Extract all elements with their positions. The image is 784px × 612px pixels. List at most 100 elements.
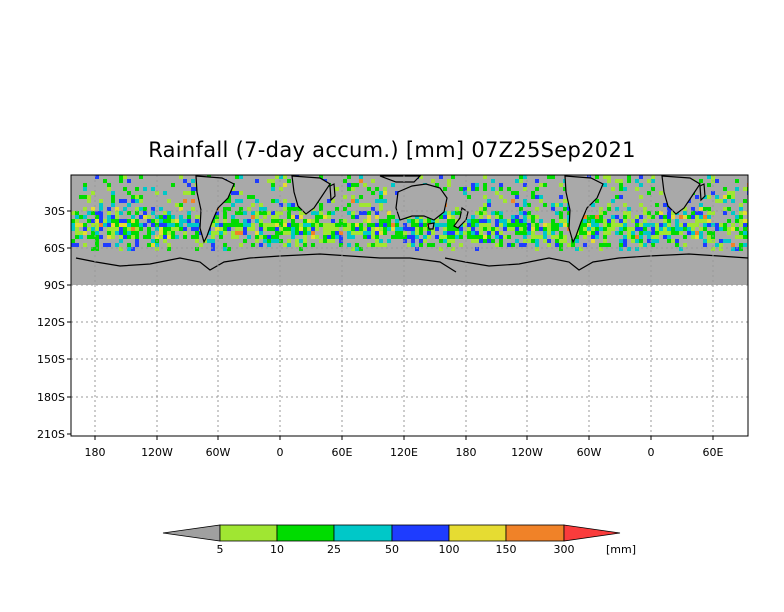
rain-cell xyxy=(619,219,623,223)
rain-cell xyxy=(119,219,123,223)
rain-cell xyxy=(627,211,631,215)
rain-cell xyxy=(579,247,583,251)
rain-cell xyxy=(139,207,143,211)
rain-cell xyxy=(167,219,171,223)
rain-cell xyxy=(307,231,311,235)
rain-cell xyxy=(239,191,243,195)
rain-cell xyxy=(559,183,563,187)
rain-cell xyxy=(743,223,747,227)
rain-cell xyxy=(711,211,715,215)
rain-cell xyxy=(207,239,211,243)
rain-cell xyxy=(187,191,191,195)
rain-cell xyxy=(123,231,127,235)
rain-cell xyxy=(559,243,563,247)
rain-cell xyxy=(727,227,731,231)
rain-cell xyxy=(199,243,203,247)
rain-cell xyxy=(171,235,175,239)
rain-cell xyxy=(143,235,147,239)
rain-cell xyxy=(415,231,419,235)
rain-cell xyxy=(367,231,371,235)
rain-cell xyxy=(443,239,447,243)
rain-cell xyxy=(711,191,715,195)
rain-cell xyxy=(95,223,99,227)
rain-cell xyxy=(271,199,275,203)
rain-cell xyxy=(627,235,631,239)
rain-cell xyxy=(379,231,383,235)
rain-cell xyxy=(447,219,451,223)
rain-cell xyxy=(415,247,419,251)
rain-cell xyxy=(687,223,691,227)
rain-cell xyxy=(651,243,655,247)
rain-cell xyxy=(259,243,263,247)
rain-cell xyxy=(663,203,667,207)
rain-cell xyxy=(295,243,299,247)
rain-cell xyxy=(719,227,723,231)
rain-cell xyxy=(611,227,615,231)
rain-cell xyxy=(483,227,487,231)
rain-cell xyxy=(435,219,439,223)
rain-cell xyxy=(263,215,267,219)
rain-cell xyxy=(499,187,503,191)
rain-cell xyxy=(595,235,599,239)
rain-cell xyxy=(315,215,319,219)
rain-cell xyxy=(379,199,383,203)
rain-cell xyxy=(95,175,99,179)
rain-cell xyxy=(459,187,463,191)
rain-cell xyxy=(359,195,363,199)
rain-cell xyxy=(439,235,443,239)
rain-cell xyxy=(479,235,483,239)
rain-cell xyxy=(603,243,607,247)
rain-cell xyxy=(735,227,739,231)
rain-cell xyxy=(367,187,371,191)
rain-cell xyxy=(271,211,275,215)
rain-cell xyxy=(195,215,199,219)
rain-cell xyxy=(175,227,179,231)
rain-cell xyxy=(607,243,611,247)
rain-cell xyxy=(623,219,627,223)
rain-cell xyxy=(91,219,95,223)
rain-cell xyxy=(79,231,83,235)
rain-cell xyxy=(75,227,79,231)
rain-cell xyxy=(519,175,523,179)
rain-cell xyxy=(671,211,675,215)
rain-cell xyxy=(487,223,491,227)
rain-cell xyxy=(375,187,379,191)
rain-cell xyxy=(403,227,407,231)
rain-cell xyxy=(447,227,451,231)
rain-cell xyxy=(247,223,251,227)
rain-cell xyxy=(411,227,415,231)
rain-cell xyxy=(739,203,743,207)
rain-cell xyxy=(231,191,235,195)
rain-cell xyxy=(551,203,555,207)
rain-cell xyxy=(359,231,363,235)
rain-cell xyxy=(379,207,383,211)
rain-cell xyxy=(651,179,655,183)
rain-cell xyxy=(111,231,115,235)
rain-cell xyxy=(279,175,283,179)
rain-cell xyxy=(119,231,123,235)
rain-cell xyxy=(739,215,743,219)
rain-cell xyxy=(483,175,487,179)
rain-cell xyxy=(743,231,747,235)
rain-cell xyxy=(371,231,375,235)
rain-cell xyxy=(251,227,255,231)
rain-cell xyxy=(643,211,647,215)
rain-cell xyxy=(283,199,287,203)
rain-cell xyxy=(659,231,663,235)
rain-cell xyxy=(391,215,395,219)
rain-cell xyxy=(83,223,87,227)
rain-cell xyxy=(271,179,275,183)
rain-cell xyxy=(491,231,495,235)
rain-cell xyxy=(251,211,255,215)
rain-cell xyxy=(499,223,503,227)
rain-cell xyxy=(487,219,491,223)
rain-cell xyxy=(331,239,335,243)
rain-cell xyxy=(227,227,231,231)
rain-cell xyxy=(583,215,587,219)
rain-cell xyxy=(695,235,699,239)
rain-cell xyxy=(263,207,267,211)
rain-cell xyxy=(163,191,167,195)
rain-cell xyxy=(115,223,119,227)
rain-cell xyxy=(499,239,503,243)
rain-cell xyxy=(287,207,291,211)
